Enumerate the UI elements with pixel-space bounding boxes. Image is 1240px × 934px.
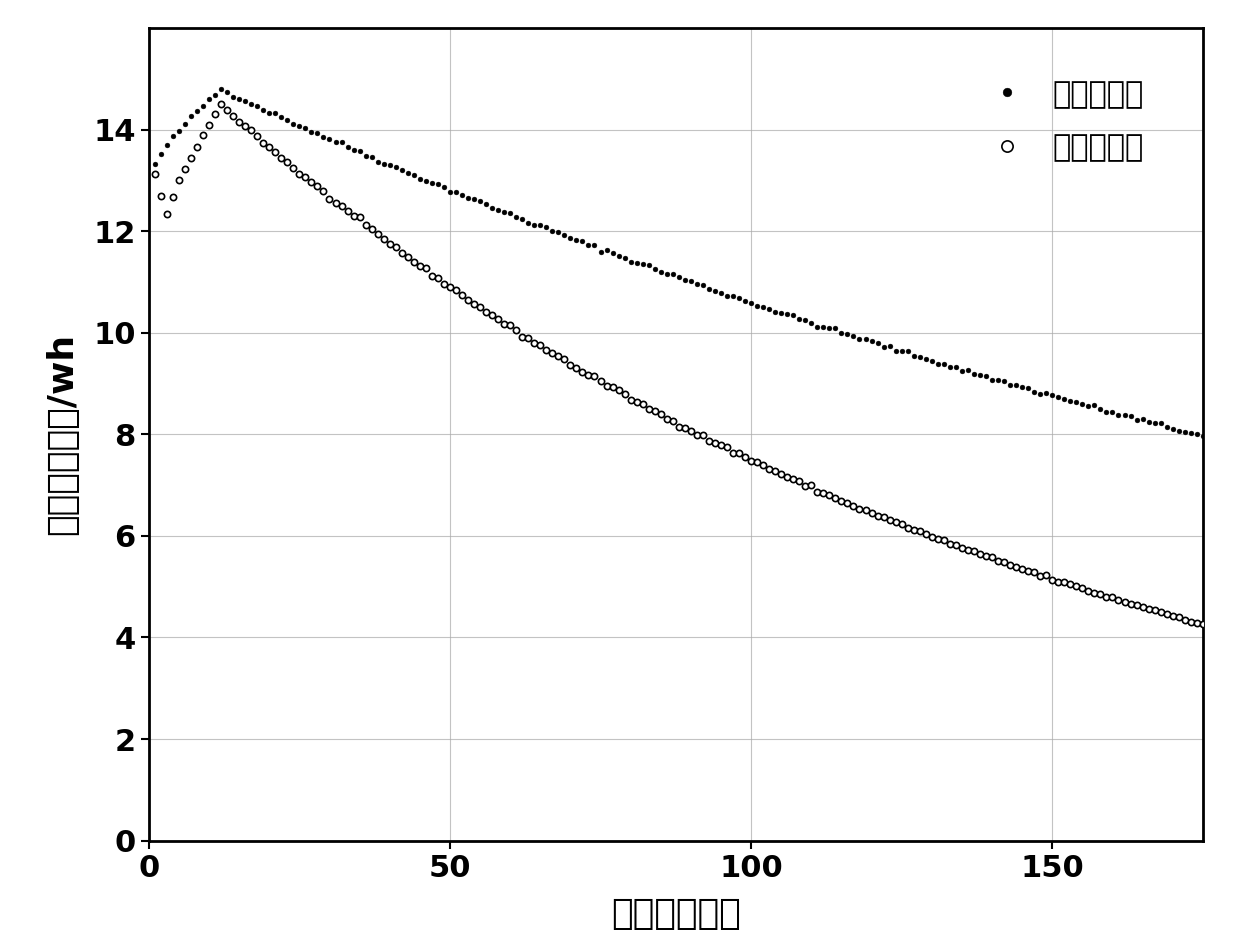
对照电解液 — [521, 333, 536, 344]
对照电解液 — [238, 120, 253, 132]
对照电解液 — [839, 498, 854, 509]
实验电解液 — [521, 217, 536, 228]
Line: 对照电解液: 对照电解液 — [151, 101, 1207, 627]
实验电解液 — [148, 158, 162, 169]
对照电解液 — [148, 169, 162, 180]
对照电解液 — [1039, 570, 1054, 581]
对照电解液 — [455, 290, 470, 301]
实验电解液 — [213, 84, 228, 95]
实验电解液 — [455, 190, 470, 201]
实验电解液 — [930, 359, 945, 370]
实验电解液 — [839, 329, 854, 340]
实验电解液 — [238, 95, 253, 106]
Y-axis label: 放电能量密度/wh: 放电能量密度/wh — [45, 333, 79, 535]
X-axis label: 充放电循环数: 充放电循环数 — [611, 897, 740, 930]
对照电解液 — [1195, 618, 1210, 630]
实验电解液 — [1039, 388, 1054, 399]
对照电解液 — [213, 98, 228, 109]
实验电解液 — [1195, 431, 1210, 442]
Legend: 实验电解液, 对照电解液: 实验电解液, 对照电解液 — [963, 67, 1156, 175]
对照电解液 — [930, 533, 945, 545]
Line: 实验电解液: 实验电解液 — [153, 87, 1205, 438]
